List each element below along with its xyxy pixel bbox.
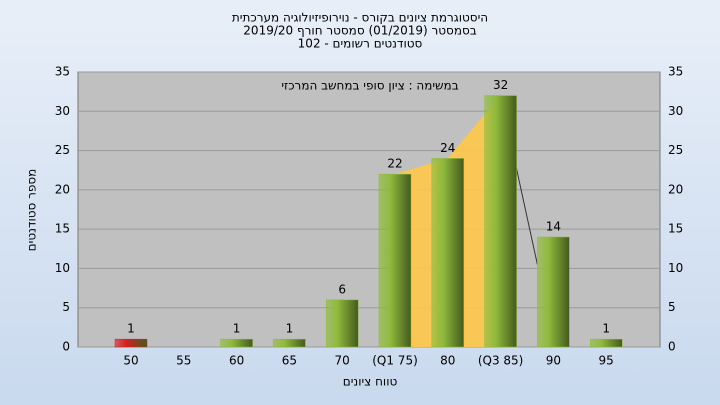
- y-tick-label: 30: [55, 104, 70, 118]
- x-axis-label: טווח ציונים: [343, 375, 398, 389]
- x-tick-label: 55: [176, 354, 191, 368]
- x-tick-label: 70: [335, 354, 350, 368]
- data-label: 22: [387, 157, 402, 171]
- y2-tick-label: 5: [668, 300, 676, 314]
- y2-tick-label: 20: [668, 182, 683, 196]
- data-label: 14: [546, 220, 561, 234]
- bar: [114, 338, 148, 348]
- title-line: בסמסטר (01/2019) סמסטר חורף 2019/20: [243, 24, 476, 38]
- bar: [220, 338, 253, 348]
- x-tick-label: (Q1 75): [372, 354, 418, 368]
- x-tick-label: (Q3 85): [478, 354, 524, 368]
- y-tick-label: 25: [55, 143, 70, 157]
- x-tick-label: 65: [282, 354, 297, 368]
- x-tick-label: 60: [229, 354, 244, 368]
- data-label: 1: [127, 322, 135, 336]
- x-tick-label: 50: [123, 354, 138, 368]
- y-tick-label: 5: [62, 300, 70, 314]
- y2-tick-label: 25: [668, 143, 683, 157]
- bar: [325, 299, 359, 348]
- bar: [431, 158, 465, 348]
- title-line: סטודנטים רשומים - 102: [298, 37, 423, 51]
- y-tick-label: 20: [55, 182, 70, 196]
- title-line: היסטוגרמת ציונים בקורס - נוירופיזיולוגיה…: [232, 11, 488, 25]
- plot-area: [77, 71, 661, 348]
- y-tick-label: 0: [62, 340, 70, 354]
- y-axis-label: מספר סטודנטים: [25, 169, 39, 252]
- data-label: 1: [233, 322, 241, 336]
- bar: [378, 173, 412, 348]
- data-label: 6: [338, 282, 346, 296]
- data-label: 24: [440, 141, 455, 155]
- y-tick-label: 15: [55, 222, 70, 236]
- y2-tick-label: 10: [668, 261, 683, 275]
- x-tick-label: 95: [599, 354, 614, 368]
- y2-tick-label: 35: [668, 65, 683, 79]
- y-tick-label: 10: [55, 261, 70, 275]
- bar: [537, 236, 570, 348]
- x-tick-label: 90: [546, 354, 561, 368]
- data-label: 32: [493, 78, 508, 92]
- data-label: 1: [286, 322, 294, 336]
- y2-tick-label: 15: [668, 222, 683, 236]
- bar: [589, 338, 623, 348]
- y-tick-label: 35: [55, 65, 70, 79]
- bar: [484, 95, 517, 348]
- y2-tick-label: 30: [668, 104, 683, 118]
- data-label: 1: [602, 322, 610, 336]
- y2-tick-label: 0: [668, 340, 676, 354]
- annotation: במשימה : ציון סופי במחשב המרכזי: [281, 79, 458, 93]
- bar: [273, 338, 306, 348]
- x-tick-label: 80: [440, 354, 455, 368]
